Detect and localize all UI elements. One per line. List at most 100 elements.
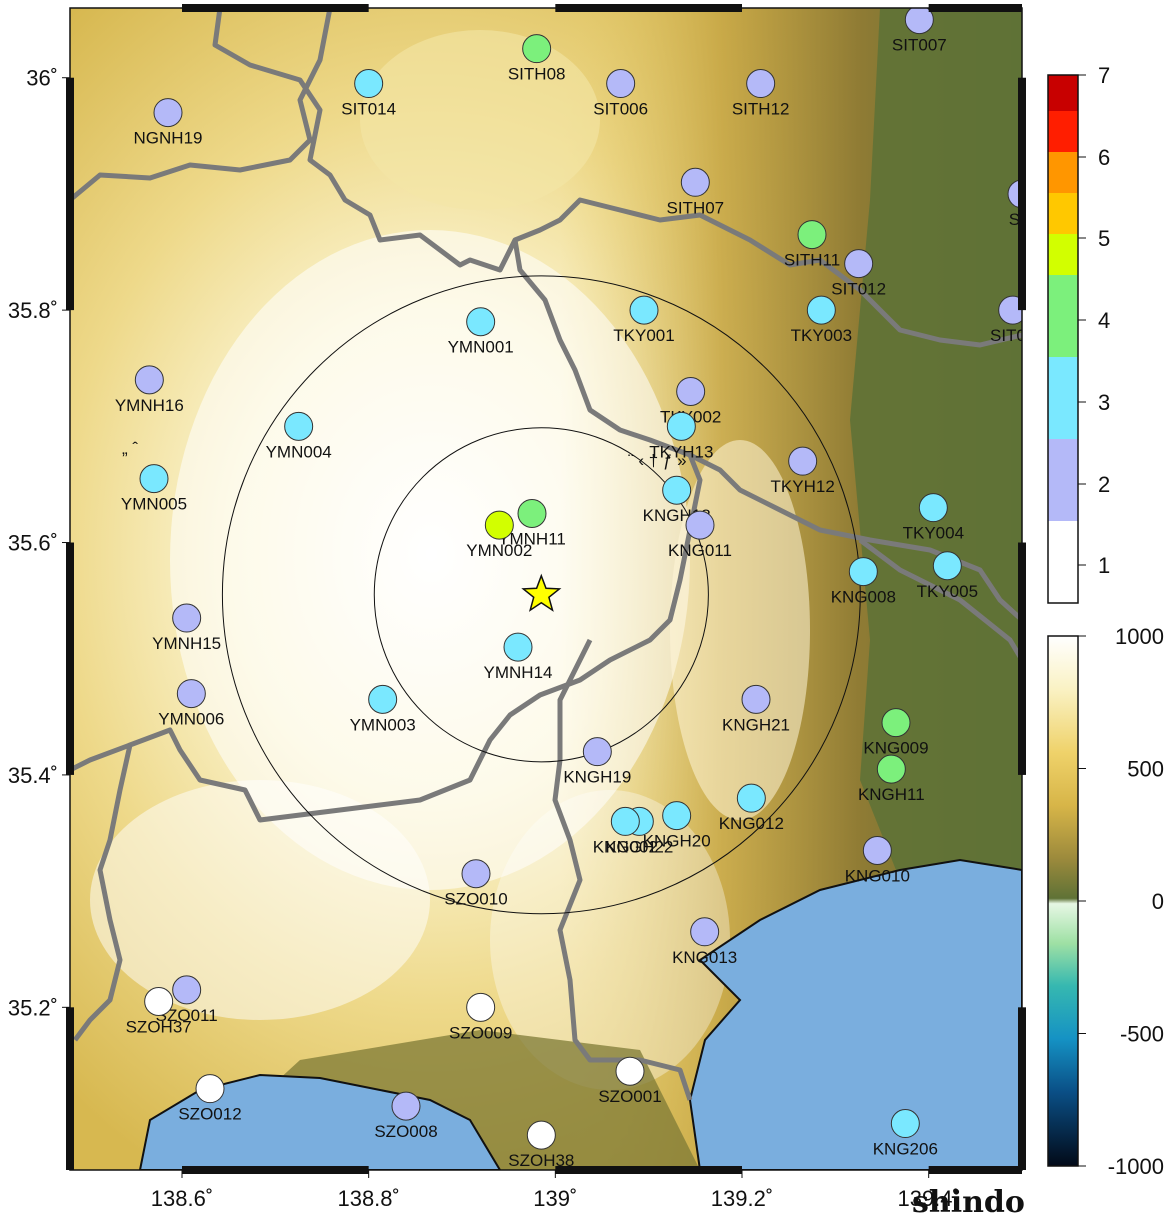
- shindo-label: 6: [1098, 145, 1110, 170]
- station-label: KNG013: [672, 948, 737, 967]
- station-marker: [685, 510, 715, 540]
- station-marker: [904, 8, 934, 35]
- shindo-label: 5: [1098, 226, 1110, 251]
- frame-bar-right: [1018, 542, 1026, 775]
- station-label: SZO010: [444, 890, 507, 909]
- station-label: SZOH38: [508, 1151, 574, 1170]
- station-label: SZO008: [374, 1122, 437, 1141]
- station-marker: [741, 684, 771, 714]
- station-marker: [144, 987, 174, 1017]
- station-marker: [172, 603, 202, 633]
- station-marker: [461, 859, 491, 889]
- lon-tick-label: 138.6˚: [151, 1186, 213, 1211]
- station-label: SITH12: [732, 100, 790, 119]
- station-label: KNG011: [668, 541, 732, 560]
- station-label: SIT01: [990, 326, 1035, 345]
- station-marker: [610, 806, 640, 836]
- station-label: SIT007: [892, 36, 947, 55]
- elevation-label: 0: [1152, 889, 1164, 914]
- frame-bar-left: [66, 77, 74, 311]
- shindo-bar-frame: [1047, 74, 1079, 604]
- frame-bar-top: [928, 4, 1022, 12]
- shindo-label: 7: [1098, 63, 1110, 88]
- station-label: YMNH16: [115, 396, 184, 415]
- station-marker: [629, 295, 659, 325]
- shindo-swatch: [1048, 111, 1078, 152]
- garbled-label: ¨ ‹ † ƒ »: [628, 451, 687, 470]
- station-marker: [998, 295, 1022, 325]
- station-marker: [517, 498, 547, 528]
- station-label: KNG012: [719, 814, 784, 833]
- station-marker: [176, 679, 206, 709]
- station-label: SIT014: [341, 100, 396, 119]
- station-label: TKYH12: [771, 477, 835, 496]
- station-marker: [354, 69, 384, 99]
- station-label: TKY003: [791, 326, 852, 345]
- shindo-swatch: [1048, 521, 1078, 603]
- station-label: YMN001: [448, 338, 514, 357]
- station-label: YMN002: [466, 541, 532, 560]
- station-marker: [797, 220, 827, 250]
- station-marker: [526, 1120, 556, 1150]
- frame-bar-left: [66, 542, 74, 775]
- shindo-swatch: [1048, 275, 1078, 357]
- prefecture-borders: [70, 8, 1022, 1101]
- station-marker: [932, 551, 962, 581]
- frame-bar-bottom: [555, 1166, 742, 1174]
- station-marker: [881, 708, 911, 738]
- station-marker: [484, 510, 514, 540]
- axis-ticks: 138.6˚ 138.8˚ 139˚ 139.2˚ 139.4˚ 36˚ 35.8˚ 35.6…: [8, 66, 960, 1211]
- frame-bar-top: [555, 4, 742, 12]
- station-label: KNG010: [845, 866, 910, 885]
- station-label: KNGH11: [858, 785, 925, 804]
- station-label: SZO012: [178, 1105, 241, 1124]
- station-label: SZO011: [156, 1006, 218, 1025]
- station-marker: [918, 493, 948, 523]
- shindo-swatch: [1048, 193, 1078, 234]
- frame-bar-right: [1018, 1007, 1026, 1170]
- frame-scale-bars: [66, 4, 1026, 1174]
- station-marker: [736, 783, 766, 813]
- station-marker: [890, 1109, 920, 1139]
- station-marker: [876, 754, 906, 784]
- station-marker: [690, 917, 720, 947]
- station-label: YMNH11: [498, 529, 566, 548]
- station-marker: [582, 737, 612, 767]
- station-marker: [284, 411, 314, 441]
- station-label: NGNH19: [134, 129, 203, 148]
- elevation-label: -500: [1120, 1022, 1164, 1047]
- station-label: KNG008: [831, 588, 896, 607]
- station-label: SITH08: [508, 65, 566, 84]
- station-label: KNG002: [593, 837, 658, 856]
- station-label: SZOH37: [126, 1018, 192, 1037]
- station-label: TKY001: [613, 326, 674, 345]
- station-marker: [153, 98, 183, 128]
- star-icon: [521, 573, 562, 612]
- station-label: KNG009: [863, 739, 928, 758]
- station-label: YMN006: [158, 710, 224, 729]
- shindo-colorbar: 1 2 3 4 5 6 7: [1047, 63, 1110, 604]
- lat-tick-label: 35.8˚: [8, 298, 58, 323]
- elevation-label: -1000: [1108, 1154, 1164, 1179]
- station-label: YMN003: [350, 715, 416, 734]
- distance-ring: [221, 275, 861, 915]
- station-marker: [662, 475, 692, 505]
- station-marker: [666, 411, 696, 441]
- station-label: SITH07: [667, 198, 725, 217]
- station-marker: [391, 1091, 421, 1121]
- station-label: SIT012: [831, 280, 886, 299]
- frame-bar-bottom: [928, 1166, 1022, 1174]
- distance-rings: [221, 275, 861, 915]
- station-label: YMNH15: [152, 634, 221, 653]
- distance-ring: [373, 427, 709, 763]
- station-marker: [676, 376, 706, 406]
- station-label: SIT006: [593, 100, 648, 119]
- station-marker: [139, 464, 169, 494]
- station-marker: [134, 365, 164, 395]
- terrain-layer: SIT007 SITH08 SIT014 SIT006 SITH12 NGNH19 SITH…: [70, 8, 1035, 1170]
- station-marker: [466, 307, 496, 337]
- shindo-label: 1: [1098, 553, 1110, 578]
- station-label: KNGH20: [643, 832, 711, 851]
- shindo-swatch: [1048, 152, 1078, 193]
